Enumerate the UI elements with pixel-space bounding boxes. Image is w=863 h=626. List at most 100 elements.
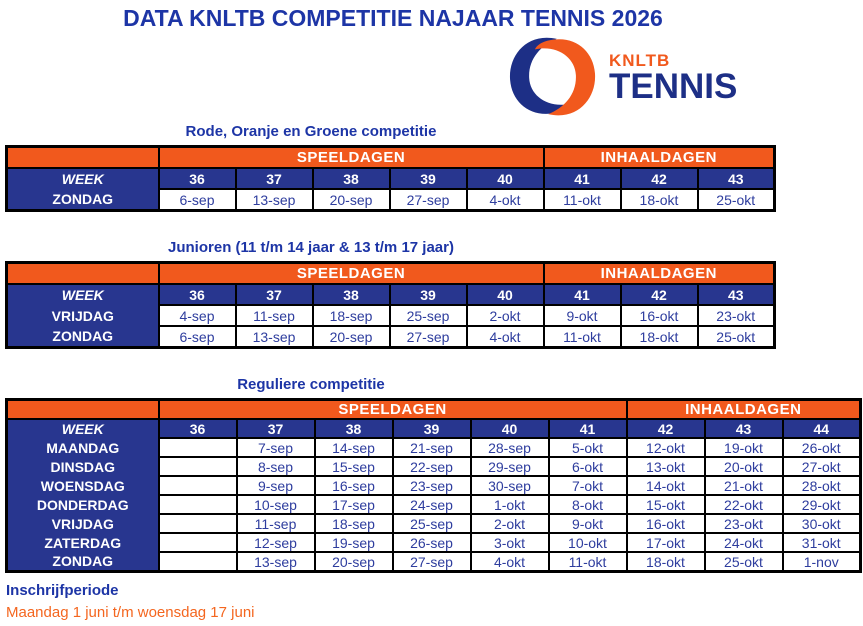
header-row: SPEELDAGEN INHAALDAGEN xyxy=(5,398,862,420)
date-cell: 4-sep xyxy=(157,304,237,327)
date-cell: 27-okt xyxy=(781,456,862,477)
date-cell: 6-okt xyxy=(547,456,628,477)
week-number-cell: 40 xyxy=(465,167,545,190)
inhaaldagen-header: INHAALDAGEN xyxy=(625,398,862,420)
date-cell: 22-okt xyxy=(703,494,784,515)
date-cell xyxy=(157,513,238,534)
date-cell: 30-sep xyxy=(469,475,550,496)
day-row: WOENSDAG 9-sep 16-sep 23-sep 30-sep 7-okt 14-o… xyxy=(5,475,862,496)
date-cell: 19-okt xyxy=(703,437,784,458)
date-cell xyxy=(157,475,238,496)
week-number-cell: 42 xyxy=(625,418,706,439)
date-cell: 23-sep xyxy=(391,475,472,496)
date-cell: 14-okt xyxy=(625,475,706,496)
corner-cell xyxy=(5,398,160,420)
day-label: ZONDAG xyxy=(5,552,160,572)
date-cell: 3-okt xyxy=(469,532,550,553)
date-cell: 17-sep xyxy=(313,494,394,515)
date-cell: 18-okt xyxy=(619,188,699,212)
date-cell: 14-sep xyxy=(313,437,394,458)
inschrijfperiode-heading: Inschrijfperiode xyxy=(6,582,119,599)
date-cell: 21-sep xyxy=(391,437,472,458)
date-cell: 16-okt xyxy=(619,304,699,327)
date-cell: 2-okt xyxy=(465,304,545,327)
date-cell: 11-sep xyxy=(235,513,316,534)
date-cell: 18-okt xyxy=(619,325,699,349)
day-label: VRIJDAG xyxy=(5,514,160,533)
week-number-cell: 37 xyxy=(235,418,316,439)
inhaaldagen-header: INHAALDAGEN xyxy=(542,261,776,285)
date-cell: 20-sep xyxy=(313,551,394,573)
day-row: ZONDAG 6-sep 13-sep 20-sep 27-sep 4-okt 11-okt… xyxy=(5,325,776,349)
date-cell: 22-sep xyxy=(391,456,472,477)
day-row: ZATERDAG 12-sep 19-sep 26-sep 3-okt 10-okt 17-… xyxy=(5,532,862,553)
day-row: ZONDAG 13-sep 20-sep 27-sep 4-okt 11-okt 18-ok… xyxy=(5,551,862,573)
logo-tennis-wordmark: TENNIS xyxy=(609,66,738,106)
week-number-cell: 40 xyxy=(469,418,550,439)
date-cell: 16-okt xyxy=(625,513,706,534)
date-cell: 11-okt xyxy=(542,188,622,212)
date-cell: 18-okt xyxy=(625,551,706,573)
speeldagen-header: SPEELDAGEN xyxy=(157,145,545,169)
date-cell: 1-okt xyxy=(469,494,550,515)
date-cell: 26-okt xyxy=(781,437,862,458)
week-row: WEEK 36 37 38 39 40 41 42 43 xyxy=(5,167,776,190)
table-section: Reguliere competitie SPEELDAGEN INHAALDAGE… xyxy=(5,376,862,573)
date-cell: 20-sep xyxy=(311,325,391,349)
knltb-swirl-icon xyxy=(509,37,596,116)
week-number-cell: 36 xyxy=(157,418,238,439)
week-number-cell: 39 xyxy=(391,418,472,439)
header-row: SPEELDAGEN INHAALDAGEN xyxy=(5,261,776,285)
week-number-cell: 43 xyxy=(703,418,784,439)
date-cell: 11-okt xyxy=(542,325,622,349)
day-row: DINSDAG 8-sep 15-sep 22-sep 29-sep 6-okt 13-ok… xyxy=(5,456,862,477)
date-cell xyxy=(157,551,238,573)
date-cell: 4-okt xyxy=(465,188,545,212)
week-number-cell: 40 xyxy=(465,283,545,306)
date-cell xyxy=(157,494,238,515)
date-cell: 27-sep xyxy=(388,188,468,212)
table-caption: Rode, Oranje en Groene competitie xyxy=(185,123,437,140)
date-cell: 29-okt xyxy=(781,494,862,515)
corner-cell xyxy=(5,261,160,285)
day-row: MAANDAG 7-sep 14-sep 21-sep 28-sep 5-okt 12-ok… xyxy=(5,437,862,458)
week-number-cell: 39 xyxy=(388,283,468,306)
date-cell: 16-sep xyxy=(313,475,394,496)
table-section: Rode, Oranje en Groene competitie SPEELDA… xyxy=(5,123,776,212)
header-row: SPEELDAGEN INHAALDAGEN xyxy=(5,145,776,169)
week-number-cell: 36 xyxy=(157,167,237,190)
day-label: DONDERDAG xyxy=(5,495,160,514)
date-cell: 15-sep xyxy=(313,456,394,477)
date-cell: 13-sep xyxy=(234,325,314,349)
day-label: ZONDAG xyxy=(5,189,160,211)
competition-table: SPEELDAGEN INHAALDAGEN WEEK 36 37 38 39 40 41 42 4… xyxy=(5,261,776,349)
date-cell: 31-okt xyxy=(781,532,862,553)
day-label: VRIJDAG xyxy=(5,305,160,326)
inhaaldagen-header: INHAALDAGEN xyxy=(542,145,776,169)
date-cell: 28-okt xyxy=(781,475,862,496)
date-cell: 20-okt xyxy=(703,456,784,477)
week-number-cell: 38 xyxy=(311,283,391,306)
date-cell: 4-okt xyxy=(465,325,545,349)
week-row: WEEK 36 37 38 39 40 41 42 43 44 xyxy=(5,418,862,439)
day-label: MAANDAG xyxy=(5,438,160,457)
logo-knltb-wordmark: KNLTB xyxy=(609,50,671,70)
week-number-cell: 43 xyxy=(696,283,776,306)
logo-text-block: KNLTB TENNIS xyxy=(609,51,737,104)
table-section: Junioren (11 t/m 14 jaar & 13 t/m 17 jaa… xyxy=(5,239,776,349)
date-cell: 5-okt xyxy=(547,437,628,458)
competition-table: SPEELDAGEN INHAALDAGEN WEEK 36 37 38 39 40 41 42 4… xyxy=(5,145,776,212)
table-caption: Junioren (11 t/m 14 jaar & 13 t/m 17 jaa… xyxy=(168,239,454,256)
week-label: WEEK xyxy=(5,168,160,189)
date-cell: 6-sep xyxy=(157,188,237,212)
footer: Inschrijfperiode Maandag 1 juni t/m woen… xyxy=(6,582,255,621)
competition-table: SPEELDAGEN INHAALDAGEN WEEK 36 37 38 39 40 41 42 4… xyxy=(5,398,862,573)
speeldagen-header: SPEELDAGEN xyxy=(157,398,628,420)
week-label: WEEK xyxy=(5,419,160,438)
date-cell: 30-okt xyxy=(781,513,862,534)
date-cell: 8-sep xyxy=(235,456,316,477)
date-cell: 25-sep xyxy=(388,304,468,327)
date-cell: 13-sep xyxy=(235,551,316,573)
speeldagen-header: SPEELDAGEN xyxy=(157,261,545,285)
